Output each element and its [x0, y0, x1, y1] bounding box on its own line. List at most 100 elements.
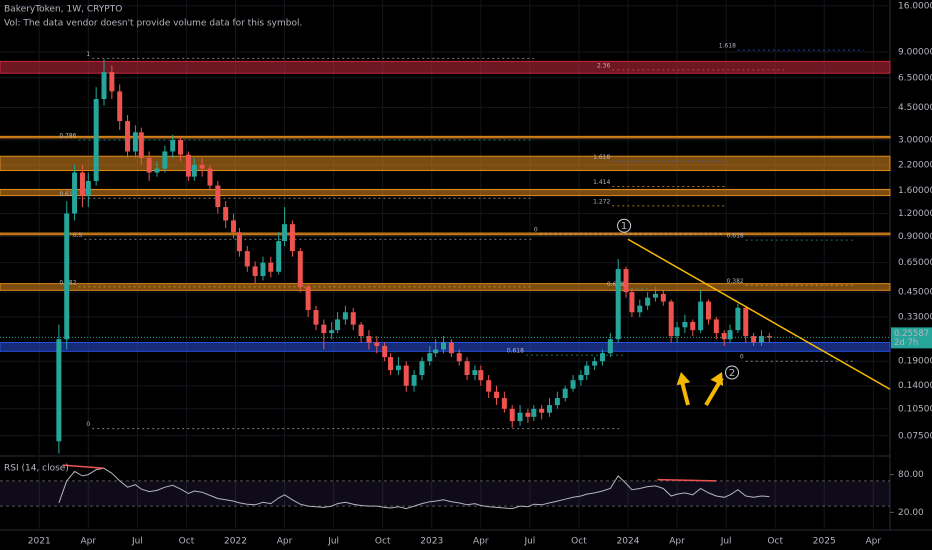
- candle-body: [282, 224, 288, 242]
- candle-body: [358, 324, 364, 337]
- fib-label: 1.618: [593, 154, 610, 161]
- y-tick-label: 0.45000: [898, 288, 932, 298]
- candle-body: [629, 292, 635, 313]
- fib-label: 0.786: [59, 133, 76, 140]
- x-tick-label: Jul: [720, 537, 732, 547]
- x-tick-label: Oct: [375, 537, 391, 547]
- y-tick-label: 0.10500: [898, 404, 932, 414]
- candle-body: [388, 357, 394, 371]
- x-tick-label: Apr: [669, 537, 685, 547]
- fib-label: 0.618: [59, 191, 76, 198]
- y-tick-label: 2.20000: [898, 160, 932, 170]
- candle-body: [727, 330, 733, 340]
- candle-body: [705, 301, 711, 320]
- candle-body: [735, 307, 741, 331]
- candle-body: [652, 293, 658, 298]
- candle-body: [125, 121, 131, 152]
- fib-label: 0: [86, 421, 90, 428]
- candle-body: [138, 132, 144, 158]
- candle-body: [117, 91, 123, 122]
- candle-body: [578, 375, 584, 381]
- candle-body: [85, 180, 91, 196]
- candle-body: [570, 380, 576, 389]
- candle-body: [72, 172, 78, 214]
- candle-body: [56, 339, 62, 442]
- candle-body: [682, 321, 688, 328]
- x-tick-label: Apr: [81, 537, 97, 547]
- x-tick-label: 2023: [420, 537, 443, 547]
- rsi-divergence: [62, 464, 105, 470]
- candle-body: [472, 370, 478, 376]
- candle-body: [178, 140, 184, 155]
- candle-body: [411, 375, 417, 386]
- candle-body: [79, 172, 85, 196]
- candle-body: [289, 224, 295, 252]
- candle-body: [231, 220, 237, 233]
- candle-body: [584, 365, 590, 376]
- candle-body: [395, 365, 401, 371]
- candle-body: [494, 391, 500, 399]
- fib-label: 0.618: [607, 281, 624, 288]
- zone: [0, 135, 891, 139]
- candle-body: [599, 353, 605, 362]
- candle-body: [342, 312, 348, 320]
- x-tick-label: 2025: [813, 537, 836, 547]
- y-tick-label: 1.60000: [898, 186, 932, 196]
- candle-body: [660, 293, 666, 302]
- candle-body: [199, 164, 205, 169]
- candle-body: [698, 301, 704, 331]
- zone: [0, 232, 891, 236]
- rsi-tick-label: 20.00: [898, 508, 924, 518]
- candle-body: [329, 330, 335, 334]
- candle-body: [478, 370, 484, 381]
- candle-body: [645, 297, 651, 306]
- wave-circle: [725, 365, 740, 380]
- fib-label: 1.618: [719, 43, 736, 50]
- candle-body: [554, 398, 560, 406]
- fib-label: 2.36: [597, 62, 611, 69]
- zone: [0, 188, 891, 197]
- fib-label: 1.414: [593, 179, 610, 186]
- candle-body: [419, 361, 425, 376]
- zone: [0, 60, 891, 74]
- candle-body: [623, 269, 629, 293]
- candle-body: [403, 365, 409, 386]
- candle-body: [607, 339, 613, 354]
- candle-body: [758, 336, 764, 343]
- rsi-line: [58, 467, 770, 510]
- candle-body: [766, 336, 772, 338]
- y-tick-label: 4.50000: [898, 103, 932, 113]
- fib-label: 0.618: [507, 348, 524, 355]
- candle-body: [366, 336, 372, 343]
- candle-body: [743, 307, 749, 337]
- candle-body: [101, 72, 107, 100]
- candle-body: [509, 408, 515, 422]
- x-tick-label: Apr: [277, 537, 293, 547]
- candle-body: [170, 140, 176, 152]
- rsi-band: [0, 480, 890, 507]
- fib-label: 0.5: [73, 232, 83, 239]
- candle-body: [93, 99, 99, 181]
- y-tick-label: 1.20000: [898, 209, 932, 219]
- candle-body: [448, 342, 454, 354]
- arrow-head: [676, 372, 691, 386]
- y-tick-label: 0.65000: [898, 258, 932, 268]
- last-price-box: [891, 327, 932, 349]
- candle-body: [305, 286, 311, 310]
- fib-label: 1.272: [593, 198, 610, 205]
- candle-body: [592, 361, 598, 366]
- candle-body: [486, 380, 492, 392]
- x-tick-label: Apr: [866, 537, 882, 547]
- candle-body: [721, 333, 727, 340]
- x-tick-label: 2022: [224, 537, 247, 547]
- x-tick-label: Oct: [767, 537, 783, 547]
- candle-body: [191, 164, 197, 177]
- trendline: [627, 238, 891, 390]
- candle-body: [185, 154, 191, 177]
- y-tick-label: 0.07500: [898, 431, 932, 441]
- x-tick-label: Oct: [571, 537, 587, 547]
- candle-body: [547, 405, 553, 413]
